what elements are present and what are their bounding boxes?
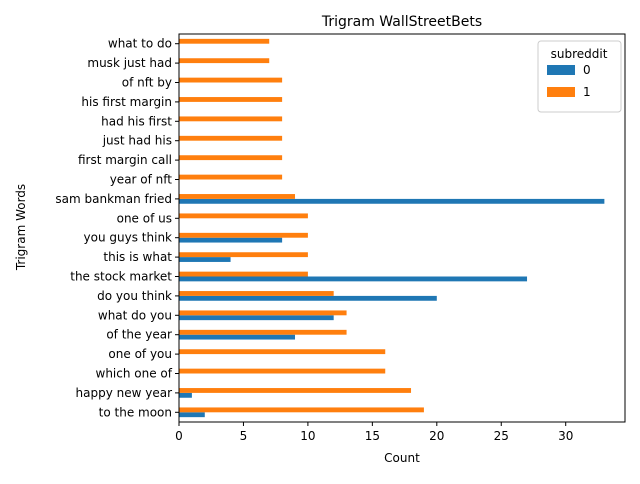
y-tick-label: the stock market — [70, 270, 172, 284]
x-tick-label: 30 — [558, 429, 573, 443]
bar-series-1 — [179, 38, 270, 44]
y-tick-label: of nft by — [122, 76, 172, 90]
x-tick-label: 0 — [175, 429, 183, 443]
bar-series-1 — [179, 116, 283, 122]
y-tick-label: musk just had — [87, 56, 172, 70]
y-tick-label: what do you — [98, 308, 172, 322]
plot-area: to the moon happy new year which one of one… — [55, 33, 626, 443]
bar-series-1 — [179, 77, 283, 83]
legend-label: 1 — [583, 85, 591, 99]
x-tick-label: 25 — [494, 429, 509, 443]
y-tick-label: first margin call — [78, 153, 172, 167]
bar-series-1 — [179, 135, 283, 141]
bar-series-1 — [179, 271, 308, 277]
x-tick-label: 5 — [240, 429, 248, 443]
bar-series-1 — [179, 194, 296, 199]
legend-swatch — [547, 65, 575, 75]
bar-series-1 — [179, 58, 270, 64]
x-axis-label: Count — [384, 451, 420, 465]
bar-series-1 — [179, 310, 347, 316]
legend: subreddit 0 1 — [537, 40, 622, 113]
bar-series-1 — [179, 213, 308, 219]
legend-label: 0 — [583, 63, 591, 77]
bar-series-0 — [179, 392, 192, 398]
y-tick-label: you guys think — [84, 231, 173, 245]
x-tick-label: 10 — [300, 429, 315, 443]
bar-series-0 — [179, 237, 283, 243]
y-tick-label: happy new year — [76, 386, 173, 400]
chart-title: Trigram WallStreetBets — [321, 14, 482, 30]
bar-series-0 — [179, 276, 528, 282]
bar-series-1 — [179, 407, 424, 413]
y-tick-label: year of nft — [110, 173, 173, 187]
bar-series-1 — [179, 291, 334, 296]
bar-series-0 — [179, 257, 231, 262]
y-tick-label: to the moon — [99, 405, 172, 419]
legend-title: subreddit — [551, 47, 608, 61]
bar-series-0 — [179, 412, 205, 418]
bar-series-0 — [179, 198, 605, 204]
y-tick-label: had his first — [101, 114, 172, 128]
y-tick-label: this is what — [103, 250, 172, 264]
y-tick-label: do you think — [97, 289, 172, 303]
bar-series-1 — [179, 155, 283, 161]
x-tick-label: 15 — [365, 429, 380, 443]
bar-series-1 — [179, 388, 412, 393]
y-axis-label: Trigram Words — [14, 184, 28, 271]
y-tick-label: of the year — [106, 328, 172, 342]
axes-frame — [178, 33, 626, 423]
bar-series-1 — [179, 329, 347, 335]
x-tick-label: 20 — [429, 429, 444, 443]
bar-series-1 — [179, 349, 386, 355]
y-tick-label: just had his — [102, 134, 172, 148]
bar-series-0 — [179, 295, 437, 301]
y-tick-label: one of you — [108, 347, 172, 361]
legend-swatch — [547, 87, 575, 97]
bar-series-1 — [179, 232, 308, 238]
bar-series-0 — [179, 315, 334, 321]
y-tick-label: which one of — [96, 367, 173, 381]
y-tick-label: his first margin — [81, 95, 172, 109]
bar-series-1 — [179, 97, 283, 102]
y-tick-label: one of us — [117, 211, 172, 225]
y-tick-label: sam bankman fried — [55, 192, 172, 206]
bar-series-0 — [179, 334, 296, 340]
bar-series-1 — [179, 368, 386, 374]
y-tick-label: what to do — [108, 37, 172, 51]
bar-series-1 — [179, 252, 308, 258]
bar-series-1 — [179, 174, 283, 180]
